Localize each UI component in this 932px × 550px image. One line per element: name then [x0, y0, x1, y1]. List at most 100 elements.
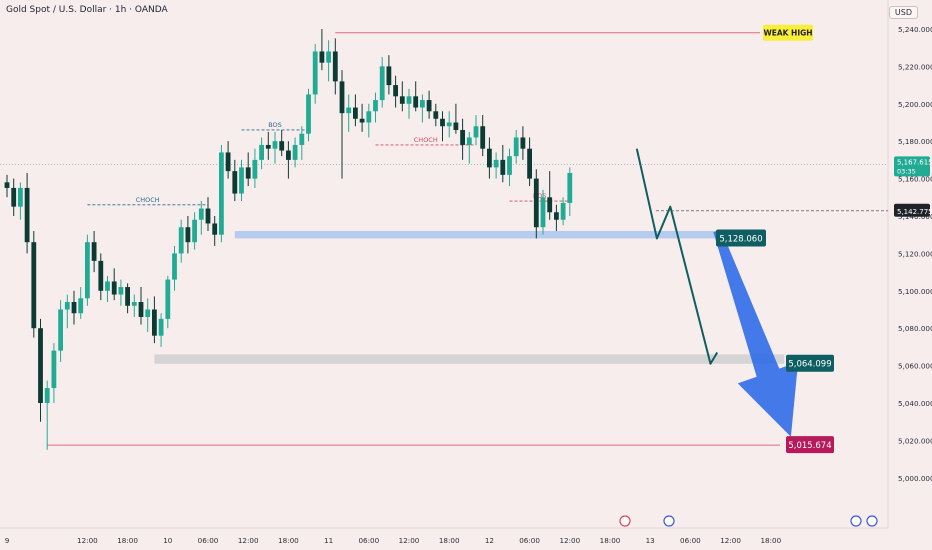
y-tick-label: 5,100.000	[898, 287, 932, 296]
y-tick-label: 5,020.000	[898, 436, 932, 445]
candle-body	[533, 178, 539, 228]
candle-body	[359, 118, 365, 123]
us-flag-event-icon	[866, 515, 878, 527]
candle-body	[185, 227, 191, 243]
candle-body	[98, 260, 104, 291]
candle-body	[540, 197, 546, 228]
candle-body	[507, 156, 512, 175]
candle-body	[306, 94, 311, 134]
currency-selector[interactable]: USD	[888, 6, 918, 19]
candle-body	[446, 122, 452, 127]
pending-price-badge	[894, 203, 930, 217]
flash-event-icon	[619, 515, 631, 527]
candle-body	[44, 388, 50, 403]
candle-body	[393, 85, 398, 97]
x-tick-label: 06:00	[198, 536, 219, 545]
candle-body	[91, 242, 97, 261]
candle-body	[520, 137, 526, 149]
candle-body	[433, 111, 439, 119]
candle-body	[11, 187, 17, 207]
x-tick-label: 06:00	[680, 536, 701, 545]
candle-body	[312, 51, 318, 95]
candle-body	[299, 133, 305, 145]
y-tick-label: 5,080.000	[898, 324, 932, 333]
candle-body	[567, 172, 573, 203]
x-tick-label: 12:00	[238, 536, 259, 545]
countdown-label: 03:35	[897, 167, 916, 175]
current-price-badge	[894, 156, 930, 177]
candle-body	[453, 122, 459, 130]
structure-label-choch: CHOCH	[136, 196, 160, 204]
candle-body	[373, 100, 378, 112]
candle-body	[406, 96, 412, 104]
candle-body	[259, 144, 264, 160]
candle-body	[225, 152, 231, 172]
x-tick-label: 11	[324, 536, 333, 545]
y-tick-label: 5,000.000	[898, 474, 932, 483]
candle-body	[165, 279, 171, 319]
candle-body	[18, 187, 23, 207]
candle-body	[339, 81, 345, 114]
projection-path	[635, 148, 719, 365]
x-tick-label: 18:00	[760, 536, 781, 545]
candle-body	[272, 141, 278, 149]
candle-body	[332, 51, 338, 82]
candle-body	[399, 96, 405, 104]
candle-body	[158, 318, 164, 336]
target-1-badge	[716, 229, 766, 247]
structure-label-bos: BOS	[533, 192, 547, 200]
candle-body	[480, 126, 486, 149]
x-tick-label: 18:00	[600, 536, 621, 545]
x-tick-label: 12:00	[77, 536, 98, 545]
x-tick-label: 18:00	[439, 536, 460, 545]
candle-body	[239, 167, 244, 194]
candle-body	[138, 302, 144, 317]
candle-body	[527, 148, 532, 179]
candle-body	[232, 171, 238, 194]
candle-body	[460, 129, 465, 145]
y-tick-label: 5,180.000	[898, 137, 932, 146]
candle-body	[64, 302, 70, 310]
candle-body	[172, 253, 177, 280]
candle-body	[198, 208, 204, 220]
candle-body	[426, 100, 432, 112]
candle-body	[78, 298, 84, 314]
candle-body	[51, 350, 57, 389]
candle-body	[265, 144, 271, 149]
target-2-badge	[786, 354, 834, 372]
y-tick-label: 5,220.000	[898, 62, 932, 71]
structure-label-choch: CHOCH	[414, 136, 438, 144]
structure-label-bos: BOS	[268, 121, 282, 129]
candle-body	[413, 96, 419, 108]
candle-body	[554, 212, 559, 220]
candle-body	[205, 208, 211, 224]
y-tick-label: 5,240.000	[898, 25, 932, 34]
x-tick-label: 06:00	[358, 536, 379, 545]
candle-body	[58, 309, 63, 351]
y-tick-label: 5,160.000	[898, 175, 932, 184]
candle-body	[24, 187, 30, 243]
x-tick-label: 10	[163, 536, 173, 545]
us-flag-event-icon	[850, 515, 862, 527]
candle-body	[286, 150, 291, 160]
blue-zone	[234, 230, 718, 239]
candle-body	[219, 152, 224, 235]
candle-body	[440, 118, 445, 127]
candle-body	[145, 309, 151, 317]
pending-price-label: 5,142.775	[897, 208, 932, 216]
candle-body	[379, 66, 385, 101]
x-tick-label: 12	[485, 536, 494, 545]
current-price-label: 5,167.615	[897, 158, 932, 166]
y-tick-label: 5,120.000	[898, 249, 932, 258]
candle-body	[252, 159, 258, 179]
candle-body	[152, 309, 157, 336]
candle-body	[346, 107, 352, 114]
candle-body	[366, 111, 372, 123]
y-tick-label: 5,040.000	[898, 399, 932, 408]
candle-body	[420, 100, 425, 108]
x-tick-label: 9	[5, 536, 10, 545]
candle-body	[131, 302, 137, 306]
